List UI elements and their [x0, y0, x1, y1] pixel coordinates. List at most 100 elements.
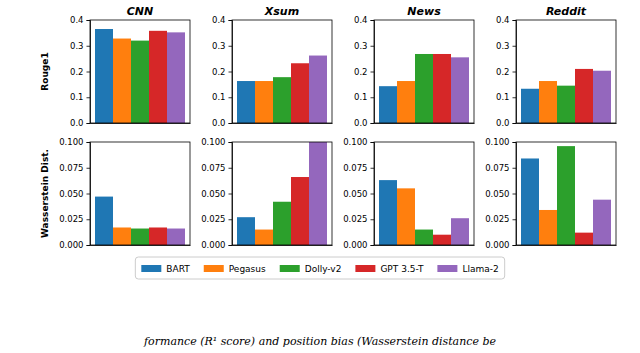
y-tick-mark: [87, 20, 91, 21]
y-tick: 0.050: [201, 189, 232, 199]
y-tick-label: 0.025: [485, 214, 509, 224]
bar: [149, 227, 167, 245]
bar: [521, 158, 539, 245]
bar: [131, 229, 149, 245]
y-tick-label: 0.000: [201, 240, 225, 250]
panel: 0.00.10.20.30.4News: [354, 5, 475, 128]
y-tick: 0.0: [354, 118, 374, 128]
y-tick-label: 0.1: [496, 92, 510, 102]
y-tick-mark: [87, 194, 91, 195]
bar: [539, 81, 557, 123]
bar: [433, 54, 451, 123]
y-tick: 0.1: [496, 92, 516, 102]
plot-frame: [374, 142, 474, 245]
legend-item: Pegasus: [204, 264, 266, 274]
y-tick-mark: [229, 123, 233, 124]
y-tick-label: 0.0: [212, 118, 226, 128]
y-tick-label: 0.050: [485, 189, 509, 199]
y-tick: 0.1: [70, 92, 90, 102]
bars: [237, 56, 327, 123]
y-tick-mark: [87, 123, 91, 124]
panel-title: Reddit: [546, 5, 587, 18]
plot-frame: [232, 142, 332, 245]
bars: [379, 54, 469, 123]
y-tick: 0.2: [70, 67, 90, 77]
y-tick-mark: [87, 46, 91, 47]
y-tick: 0.075: [485, 163, 516, 173]
y-tick: 0.4: [496, 15, 516, 25]
y-tick-label: 0.2: [354, 67, 368, 77]
y-tick-label: 0.025: [201, 214, 225, 224]
y-tick-mark: [371, 72, 375, 73]
legend-label: GPT 3.5-T: [380, 264, 423, 274]
y-tick-label: 0.2: [212, 67, 226, 77]
y-tick-label: 0.025: [59, 214, 83, 224]
bar: [309, 142, 327, 245]
bar: [557, 86, 575, 123]
y-tick-label: 0.075: [201, 163, 225, 173]
y-tick-label: 0.0: [354, 118, 368, 128]
y-tick-mark: [513, 168, 517, 169]
bar: [291, 63, 309, 123]
bar: [273, 202, 291, 245]
y-tick-label: 0.000: [485, 240, 509, 250]
y-tick-label: 0.050: [343, 189, 367, 199]
bars: [237, 142, 327, 245]
bar: [309, 56, 327, 123]
y-tick: 0.025: [485, 214, 516, 224]
legend-swatch: [204, 265, 224, 272]
y-axis: 0.0000.0250.0500.0750.100: [201, 137, 232, 250]
y-tick-label: 0.0: [496, 118, 510, 128]
bar: [433, 235, 451, 245]
y-tick-mark: [229, 20, 233, 21]
legend-box: [135, 257, 504, 279]
y-tick-mark: [371, 219, 375, 220]
y-tick: 0.025: [343, 214, 374, 224]
y-tick: 0.1: [212, 92, 232, 102]
bar: [379, 180, 397, 245]
bar: [131, 41, 149, 123]
y-tick-label: 0.075: [343, 163, 367, 173]
y-tick-label: 0.100: [485, 137, 509, 147]
y-tick-mark: [229, 245, 233, 246]
y-tick-label: 0.3: [496, 41, 510, 51]
y-axis-title: Wasserstein Dist.: [40, 149, 50, 238]
plot-frame: [90, 142, 190, 245]
plot-frame: [232, 20, 332, 123]
bar: [521, 89, 539, 123]
legend-label: Pegasus: [229, 264, 266, 274]
y-axis: 0.0000.0250.0500.0750.100: [343, 137, 374, 250]
y-tick-mark: [513, 142, 517, 143]
y-tick-mark: [513, 219, 517, 220]
y-tick-label: 0.4: [354, 15, 368, 25]
panel: 0.0000.0250.0500.0750.100: [201, 137, 332, 250]
y-tick-mark: [87, 245, 91, 246]
panel: 0.0000.0250.0500.0750.100Wasserstein Dis…: [40, 137, 191, 250]
y-tick-label: 0.3: [70, 41, 84, 51]
bar: [113, 227, 131, 245]
y-tick-mark: [87, 219, 91, 220]
figure: 0.00.10.20.30.4CNNRouge10.00.10.20.30.4X…: [0, 0, 640, 353]
y-tick-label: 0.025: [343, 214, 367, 224]
legend-item: BART: [141, 264, 190, 274]
panel: 0.00.10.20.30.4CNNRouge1: [40, 5, 191, 128]
y-tick-mark: [513, 194, 517, 195]
bars: [521, 146, 611, 245]
legend-label: Dolly-v2: [305, 264, 342, 274]
y-tick-mark: [371, 168, 375, 169]
y-tick: 0.075: [59, 163, 90, 173]
y-tick-mark: [513, 46, 517, 47]
bar: [167, 32, 185, 123]
legend-swatch: [437, 265, 457, 272]
bar: [95, 197, 113, 245]
y-tick: 0.075: [343, 163, 374, 173]
y-tick-label: 0.4: [212, 15, 226, 25]
y-tick-mark: [371, 245, 375, 246]
y-tick: 0.3: [496, 41, 516, 51]
y-tick: 0.4: [354, 15, 374, 25]
y-tick: 0.025: [59, 214, 90, 224]
bar: [255, 81, 273, 123]
legend-items: BARTPegasusDolly-v2GPT 3.5-TLlama-2: [141, 264, 498, 274]
y-tick-mark: [371, 194, 375, 195]
bar: [451, 57, 469, 123]
